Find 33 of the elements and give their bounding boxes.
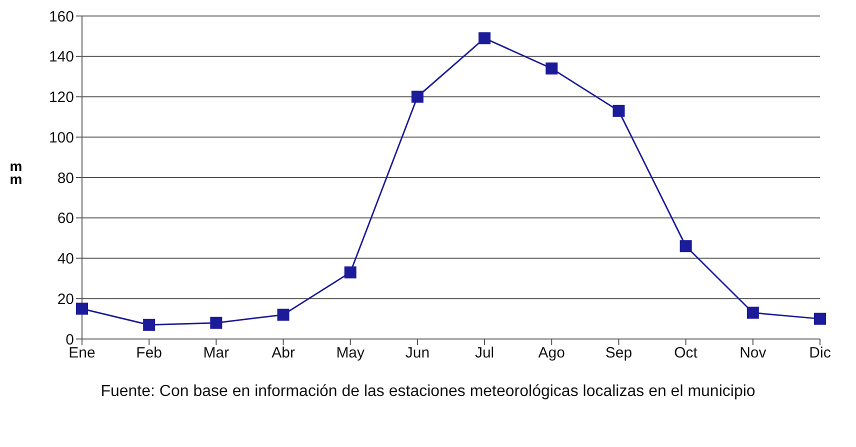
y-tick-label: 140 <box>48 48 74 66</box>
point <box>814 312 826 325</box>
x-tick-label: Abr <box>272 344 295 362</box>
point <box>411 90 424 103</box>
point <box>612 104 625 117</box>
y-tick-label: 40 <box>57 250 74 268</box>
x-tick-label: Oct <box>674 344 698 362</box>
point <box>746 306 759 319</box>
source-note: Fuente: Con base en información de las estaciones meteorológicas localizas en el municipio <box>100 383 756 401</box>
x-tick-label: Mar <box>203 344 230 362</box>
point <box>210 316 222 329</box>
x-tick-label: May <box>336 344 366 362</box>
x-tick-label: Feb <box>136 344 162 362</box>
point <box>143 318 156 331</box>
y-tick-label: 160 <box>48 8 74 26</box>
x-tick-label: Dic <box>809 344 832 362</box>
point <box>344 266 356 278</box>
point <box>680 240 692 252</box>
x-tick-label: Jun <box>405 344 430 362</box>
x-tick-label: Jul <box>474 344 494 362</box>
x-tick-label: Nov <box>740 344 767 362</box>
y-tick-label: 120 <box>48 89 74 106</box>
y-tick-label: 20 <box>57 290 74 308</box>
y-tick-label: 80 <box>57 170 74 187</box>
y-tick-label: 100 <box>48 129 74 146</box>
point <box>478 32 491 44</box>
y-axis-title: mm <box>10 158 22 187</box>
point <box>277 308 290 321</box>
point <box>546 62 558 74</box>
x-tick-label: Sep <box>605 344 632 362</box>
x-tick-label: Ago <box>538 344 565 362</box>
y-tick-label: 60 <box>57 210 74 228</box>
point <box>76 302 88 315</box>
